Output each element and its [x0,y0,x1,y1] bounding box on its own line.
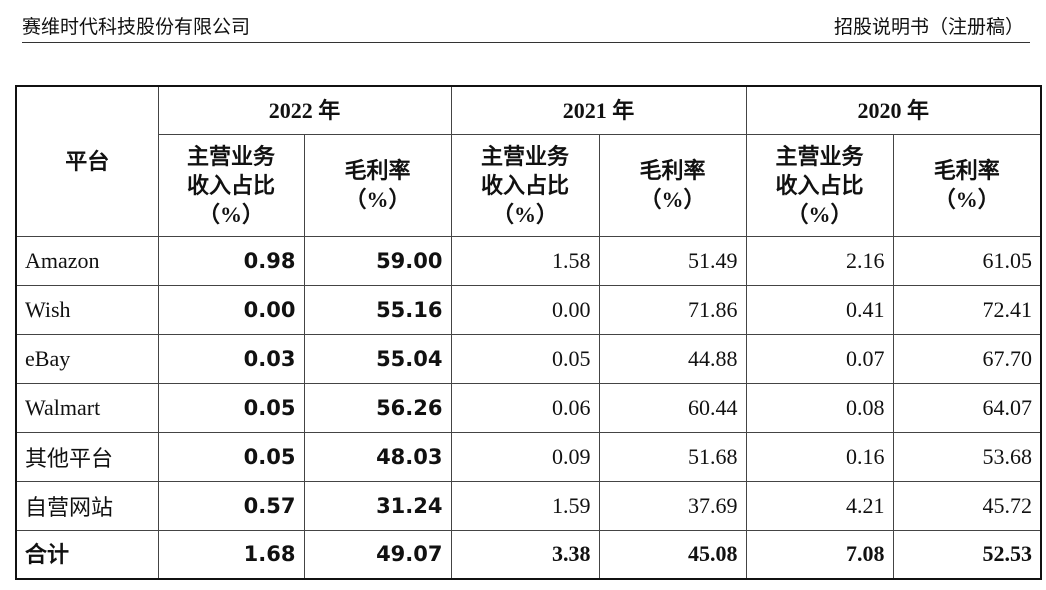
value-cell: 55.16 [303,284,452,335]
value-cell: 0.09 [450,431,600,482]
subheader-line: （%） [197,201,264,227]
subheader-line: （%） [786,201,853,227]
subheader: 主营业务收入占比 （%） [157,133,305,237]
value-cell: 52.53 [892,529,1042,580]
value-cell: 45.72 [892,480,1042,531]
data-row: Walmart 0.05 56.26 0.06 60.44 0.08 64.07 [15,382,1042,433]
subheader-line: 毛利率 [933,158,1000,183]
company-name: 赛维时代科技股份有限公司 [22,17,251,38]
value-cell: 1.58 [450,235,600,286]
subheader-line: 主营业务 [480,143,569,169]
platform-name: Amazon [15,235,159,286]
value-cell: 0.57 [157,480,305,531]
value-cell: 0.06 [450,382,600,433]
subheader: 毛利率 （%） [598,133,747,237]
value-cell: 7.08 [745,529,894,580]
subheader-line: 收入占比 [480,172,569,198]
data-row: 其他平台 0.05 48.03 0.09 51.68 0.16 53.68 [15,431,1042,482]
year-header: 2022 年 [157,85,452,135]
value-cell: 53.68 [892,431,1042,482]
value-cell: 48.03 [303,431,452,482]
data-row: Wish 0.00 55.16 0.00 71.86 0.41 72.41 [15,284,1042,335]
subheader-line: 毛利率 [639,158,706,183]
value-cell: 0.16 [745,431,894,482]
data-row: 自营网站 0.57 31.24 1.59 37.69 4.21 45.72 [15,480,1042,531]
value-cell: 0.08 [745,382,894,433]
header-rule [22,42,1030,43]
value-cell: 37.69 [598,480,747,531]
value-cell: 51.68 [598,431,747,482]
platform-name: 其他平台 [15,431,159,482]
value-cell: 0.05 [157,431,305,482]
platform-header: 平台 [15,85,159,237]
subheader: 毛利率 （%） [303,133,452,237]
platform-name: Walmart [15,382,159,433]
year-header: 2020 年 [745,85,1042,135]
subheader-row: 主营业务 收入占比 （%） 毛利率 （%） 主营业务 收入占比 （%） 毛利率 （%） 主营业务 收入… [16,133,1042,237]
header-row: 平台 2022 年 2021 年 2020 年 [15,85,1042,237]
subheader-line: 收入占比 [775,172,864,198]
value-cell: 0.07 [745,333,894,384]
value-cell: 61.05 [892,235,1042,286]
subheader: 毛利率 （%） [892,133,1042,237]
value-cell: 67.70 [892,333,1042,384]
data-row: 合计 1.68 49.07 3.38 45.08 7.08 52.53 [15,529,1042,580]
value-cell: 1.68 [157,529,305,580]
value-cell: 64.07 [892,382,1042,433]
platform-name: eBay [15,333,159,384]
data-row: eBay 0.03 55.04 0.05 44.88 0.07 67.70 [15,333,1042,384]
value-cell: 72.41 [892,284,1042,335]
platform-name: 自营网站 [15,480,159,531]
value-cell: 0.00 [157,284,305,335]
value-cell: 0.05 [157,382,305,433]
value-cell: 45.08 [598,529,747,580]
value-cell: 2.16 [745,235,894,286]
value-cell: 1.59 [450,480,600,531]
subheader: 主营业务收入占比 （%） [450,133,600,237]
subheader-line: （%） [344,187,411,212]
value-cell: 4.21 [745,480,894,531]
value-cell: 44.88 [598,333,747,384]
value-cell: 3.38 [450,529,600,580]
platform-name: Wish [15,284,159,335]
subheader-line: 主营业务 [186,143,275,169]
platform-name: 合计 [15,529,159,580]
document-title: 招股说明书（注册稿） [833,17,1024,38]
value-cell: 49.07 [303,529,452,580]
subheader-line: （%） [491,201,558,227]
subheader-line: （%） [639,187,706,212]
value-cell: 55.04 [303,333,452,384]
year-header: 2021 年 [450,85,747,135]
value-cell: 59.00 [303,235,452,286]
value-cell: 51.49 [598,235,747,286]
subheader-line: 收入占比 [186,172,275,198]
value-cell: 0.41 [745,284,894,335]
value-cell: 56.26 [303,382,452,433]
value-cell: 0.98 [157,235,305,286]
value-cell: 0.05 [450,333,600,384]
value-cell: 71.86 [598,284,747,335]
value-cell: 0.03 [157,333,305,384]
value-cell: 31.24 [303,480,452,531]
subheader-line: （%） [933,187,1000,212]
subheader: 主营业务收入占比 （%） [745,133,894,237]
value-cell: 60.44 [598,382,747,433]
data-table: 平台 2022 年 2021 年 2020 年主营业务 收入占比 （%） 毛利率 （%） 主营业… [15,85,1042,580]
subheader-line: 毛利率 [344,158,411,183]
value-cell: 0.00 [450,284,600,335]
subheader-line: 主营业务 [775,143,864,169]
data-row: Amazon 0.98 59.00 1.58 51.49 2.16 61.05 [15,235,1042,286]
